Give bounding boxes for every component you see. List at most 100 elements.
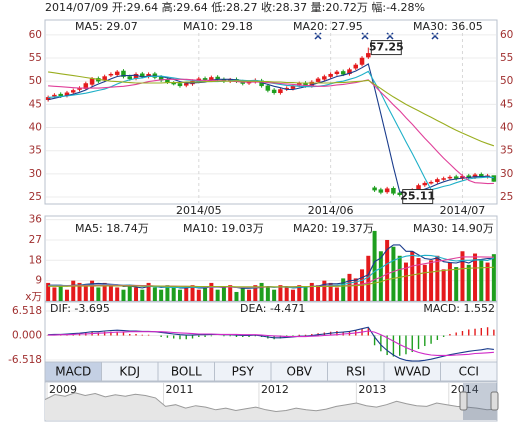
candle-body xyxy=(378,189,384,193)
tab-background[interactable] xyxy=(440,361,498,382)
y-tick-label-right: 40 xyxy=(500,122,513,134)
nav-year-label: 2013 xyxy=(358,383,386,396)
candle-body xyxy=(428,181,434,184)
volume-bar xyxy=(447,262,452,301)
legend-entry: MA5: 18.74万 xyxy=(75,222,149,235)
y-tick-label: -6.518 xyxy=(8,354,42,366)
tab-label[interactable]: BOLL xyxy=(171,365,202,379)
event-marker xyxy=(386,32,394,40)
y-tick-label: 25 xyxy=(29,191,42,203)
volume-bar xyxy=(159,289,164,301)
legend-entry: MA30: 36.05 xyxy=(413,20,483,33)
candle-body xyxy=(441,178,446,180)
volume-bar xyxy=(171,287,176,301)
candle-body xyxy=(171,82,176,85)
x-tick-label: 2014/05 xyxy=(176,204,222,217)
volume-bar xyxy=(234,291,239,301)
candle-body xyxy=(278,89,283,94)
nav-year-label: 2009 xyxy=(49,383,77,396)
volume-bar xyxy=(165,285,170,301)
volume-bar xyxy=(240,287,245,301)
candle-body xyxy=(435,179,440,183)
volume-bar xyxy=(322,280,327,301)
volume-bar xyxy=(115,287,120,301)
indicator-tab[interactable]: PSY xyxy=(214,361,272,382)
volume-bar xyxy=(473,253,478,301)
y-tick-label: 30 xyxy=(29,168,42,180)
navigator-selection[interactable] xyxy=(459,383,499,420)
tab-label[interactable]: CCI xyxy=(459,365,479,379)
price-callout: 57.25 xyxy=(369,41,404,54)
candle-body xyxy=(165,79,170,83)
indicator-tab[interactable]: BOLL xyxy=(157,361,215,382)
indicator-tab[interactable]: CCI xyxy=(440,361,498,382)
volume-bar xyxy=(347,273,352,301)
volume-bar xyxy=(127,285,132,301)
volume-bar xyxy=(316,285,321,301)
legend-entry: MA5: 29.07 xyxy=(75,20,138,33)
candle-body xyxy=(372,187,377,191)
volume-bar xyxy=(253,285,258,301)
volume-bar xyxy=(203,287,208,301)
volume-bar xyxy=(435,255,440,301)
indicator-tab[interactable]: RSI xyxy=(327,361,385,382)
price-callout-box xyxy=(402,189,434,205)
candle-body xyxy=(366,53,371,58)
volume-bar xyxy=(77,282,82,301)
y-tick-label: 36 xyxy=(29,214,43,226)
indicator-tab[interactable]: MACD xyxy=(44,361,102,382)
right-handle[interactable] xyxy=(490,391,499,411)
x-tick-label: 2014/06 xyxy=(308,204,354,217)
volume-panel xyxy=(44,215,498,302)
y-tick-label: 0.000 xyxy=(12,329,42,341)
candle-body xyxy=(322,76,327,80)
indicator-tab[interactable]: WVAD xyxy=(383,361,441,382)
volume-ma-line xyxy=(48,266,494,288)
volume-bar xyxy=(184,287,189,301)
event-marker xyxy=(431,32,439,40)
legend-entry: DEA: -4.471 xyxy=(240,302,305,315)
ma-line xyxy=(48,78,494,185)
volume-bar xyxy=(385,239,390,301)
y-tick-label: 50 xyxy=(29,75,42,87)
y-tick-label: 35 xyxy=(29,145,42,157)
volume-bar xyxy=(284,287,289,301)
volume-bar xyxy=(391,246,396,301)
candle-body xyxy=(209,77,214,81)
indicator-tab[interactable]: KDJ xyxy=(101,361,159,382)
tab-label[interactable]: KDJ xyxy=(119,365,140,379)
y-tick-label: 27 xyxy=(29,234,42,246)
y-tick-label-right: 25 xyxy=(500,191,513,203)
volume-bar xyxy=(259,282,264,301)
tab-label[interactable]: MACD xyxy=(55,365,91,379)
volume-bar xyxy=(353,278,358,301)
candle-body xyxy=(397,192,402,195)
tab-label[interactable]: WVAD xyxy=(394,365,431,379)
volume-bar xyxy=(209,282,214,301)
left-handle[interactable] xyxy=(459,391,468,411)
volume-bar xyxy=(196,289,201,301)
volume-bar xyxy=(479,260,484,301)
volume-bar xyxy=(64,289,69,301)
volume-bar xyxy=(152,287,157,301)
volume-bar xyxy=(146,282,151,301)
event-markers xyxy=(314,32,439,40)
tab-label[interactable]: OBV xyxy=(286,365,312,379)
tab-label[interactable]: RSI xyxy=(346,365,366,379)
volume-bar xyxy=(102,282,107,301)
volume-bar xyxy=(247,289,252,301)
volume-bar xyxy=(140,289,145,301)
volume-bar xyxy=(485,262,490,301)
price-panel xyxy=(44,19,498,205)
volume-bar xyxy=(134,287,139,301)
volume-bar xyxy=(215,289,220,301)
candle-body xyxy=(114,71,120,75)
nav-year-label: 2012 xyxy=(261,383,289,396)
indicator-tab[interactable]: OBV xyxy=(270,361,328,382)
volume-bar xyxy=(58,285,63,301)
candle-body xyxy=(391,187,396,194)
volume-bar xyxy=(441,269,446,301)
volume-bar xyxy=(309,282,314,301)
candle-body xyxy=(328,73,333,77)
tab-label[interactable]: PSY xyxy=(232,365,255,379)
